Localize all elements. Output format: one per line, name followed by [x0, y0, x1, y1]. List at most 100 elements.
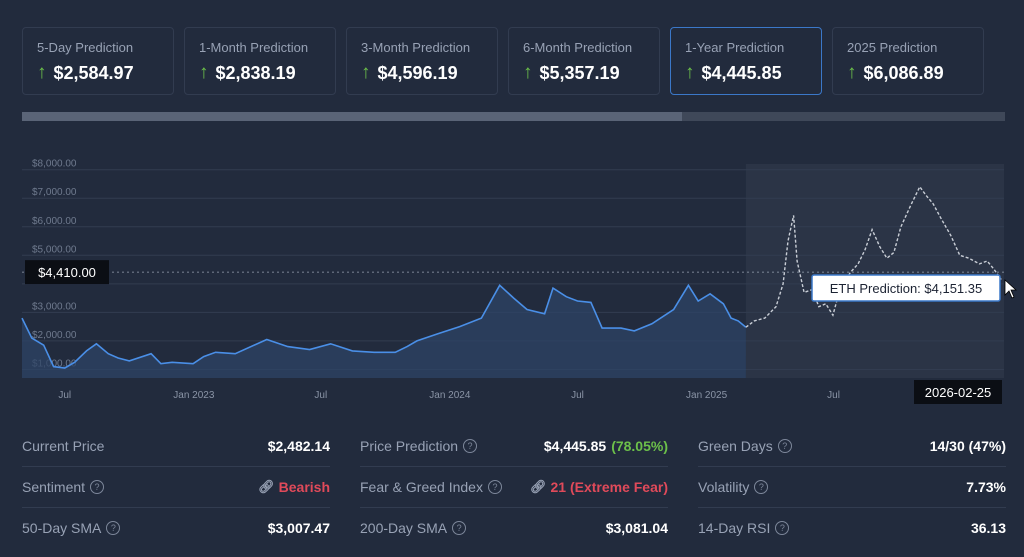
help-icon[interactable]: ? — [775, 521, 790, 535]
stat-current-price: Current Price $2,482.14 — [22, 426, 330, 467]
x-tick-label: Jul — [58, 390, 71, 401]
stat-label: 14-Day RSI? — [698, 520, 790, 536]
stat-label: Sentiment? — [22, 479, 105, 495]
arrow-up-icon: ↑ — [37, 62, 47, 83]
stat-value-group: $4,445.85 (78.05%) — [544, 438, 668, 454]
prediction-card-1-month[interactable]: 1-Month Prediction ↑ $2,838.19 — [184, 27, 336, 95]
card-value: $6,086.89 — [863, 62, 944, 83]
card-label: 1-Month Prediction — [199, 40, 309, 55]
crosshair-price-label: $4,410.00 — [38, 265, 96, 280]
sentiment-link[interactable]: 🔗︎ Bearish — [258, 479, 330, 495]
tooltip-text: ETH Prediction: $4,151.35 — [830, 281, 982, 296]
stat-label: Current Price — [22, 438, 104, 454]
help-icon[interactable]: ? — [452, 521, 467, 535]
prediction-series-line — [745, 185, 1002, 328]
x-tick-label: Jan 2023 — [173, 390, 215, 401]
tooltip-box — [811, 274, 1001, 302]
help-icon[interactable]: ? — [487, 480, 502, 494]
x-tick-label: Jul — [314, 390, 327, 401]
card-label: 2025 Prediction — [847, 40, 938, 55]
x-tick-label: Jan 2025 — [686, 390, 728, 401]
stat-value: $3,081.04 — [605, 520, 668, 536]
stat-volatility: Volatility? 7.73% — [698, 467, 1006, 508]
stat-label: 200-Day SMA? — [360, 520, 467, 536]
stat-label-text: Volatility — [698, 479, 750, 495]
stat-value: 21 (Extreme Fear) — [550, 479, 668, 495]
stat-label: Fear & Greed Index? — [360, 479, 502, 495]
scrollbar-thumb[interactable] — [22, 112, 682, 121]
prediction-card-5-day[interactable]: 5-Day Prediction ↑ $2,584.97 — [22, 27, 174, 95]
card-value: $2,838.19 — [215, 62, 296, 83]
y-tick-label: $3,000.00 — [32, 301, 77, 312]
prediction-card-2025[interactable]: 2025 Prediction ↑ $6,086.89 — [832, 27, 984, 95]
prediction-card-1-year[interactable]: 1-Year Prediction ↑ $4,445.85 — [670, 27, 822, 95]
stat-label-text: 50-Day SMA — [22, 520, 102, 536]
stat-value: 14/30 (47%) — [929, 438, 1006, 454]
help-icon[interactable]: ? — [754, 480, 769, 494]
crosshair-price-box — [25, 260, 109, 285]
stat-value: Bearish — [278, 479, 330, 495]
y-tick-label: $7,000.00 — [32, 187, 77, 198]
card-label: 3-Month Prediction — [361, 40, 471, 55]
historical-series-line — [21, 283, 747, 369]
stat-green-days: Green Days? 14/30 (47%) — [698, 426, 1006, 467]
prediction-card-3-month[interactable]: 3-Month Prediction ↑ $4,596.19 — [346, 27, 498, 95]
help-icon[interactable]: ? — [90, 480, 105, 494]
link-icon: 🔗︎ — [258, 479, 275, 494]
help-icon[interactable]: ? — [106, 521, 121, 535]
stat-value: 7.73% — [966, 479, 1006, 495]
stat-value: $4,445.85 — [543, 438, 607, 454]
card-label: 6-Month Prediction — [523, 40, 633, 55]
arrow-up-icon: ↑ — [685, 62, 695, 83]
horizontal-scrollbar[interactable] — [22, 112, 1005, 121]
stats-panel: Current Price $2,482.14 Sentiment? 🔗︎ Bea… — [22, 426, 1006, 548]
card-value-row: ↑ $5,357.19 — [523, 62, 659, 84]
card-value-row: ↑ $2,584.97 — [37, 62, 173, 84]
help-icon[interactable]: ? — [777, 439, 792, 453]
stat-label-text: 14-Day RSI — [698, 520, 771, 536]
stat-14-day-rsi: 14-Day RSI? 36.13 — [698, 508, 1006, 548]
historical-area — [22, 285, 746, 378]
stat-value: 36.13 — [970, 520, 1006, 536]
stat-value: $2,482.14 — [267, 438, 330, 454]
stat-label-text: Green Days — [698, 438, 773, 454]
card-value: $4,596.19 — [377, 62, 458, 83]
prediction-card-6-month[interactable]: 6-Month Prediction ↑ $5,357.19 — [508, 27, 660, 95]
stat-change: (78.05%) — [611, 438, 668, 454]
help-icon[interactable]: ? — [463, 439, 478, 453]
cursor-icon — [1004, 279, 1018, 299]
arrow-up-icon: ↑ — [847, 62, 857, 83]
stat-label-text: Price Prediction — [360, 438, 459, 454]
stats-column-2: Price Prediction? $4,445.85 (78.05%) Fear… — [360, 426, 668, 548]
x-tick-label: Jan 2024 — [429, 390, 471, 401]
stat-label: 50-Day SMA? — [22, 520, 121, 536]
card-value-row: ↑ $2,838.19 — [199, 62, 335, 84]
y-tick-label: $2,000.00 — [32, 330, 77, 341]
card-value-row: ↑ $4,596.19 — [361, 62, 497, 84]
stat-label-text: Current Price — [22, 438, 105, 454]
crosshair-date-box — [914, 380, 1002, 404]
stat-label-text: Sentiment — [22, 479, 86, 495]
card-value-row: ↑ $6,086.89 — [847, 62, 983, 84]
stat-200-day-sma: 200-Day SMA? $3,081.04 — [360, 508, 668, 548]
stat-label: Green Days? — [698, 438, 792, 454]
stat-50-day-sma: 50-Day SMA? $3,007.47 — [22, 508, 330, 548]
x-tick-label: Jul — [571, 390, 584, 401]
stats-column-3: Green Days? 14/30 (47%) Volatility? 7.73… — [698, 426, 1006, 548]
y-tick-label: $5,000.00 — [32, 244, 77, 255]
arrow-up-icon: ↑ — [361, 62, 371, 83]
y-tick-label: $1,000.00 — [32, 358, 77, 369]
arrow-up-icon: ↑ — [199, 62, 209, 83]
stat-fear-greed-index: Fear & Greed Index? 🔗︎ 21 (Extreme Fear) — [360, 467, 668, 508]
price-chart[interactable]: $1,000.00$2,000.00$3,000.00$4,000.00$5,0… — [0, 150, 1024, 412]
stat-label: Price Prediction? — [360, 438, 478, 454]
stat-label-text: 200-Day SMA — [360, 520, 448, 536]
fear-greed-link[interactable]: 🔗︎ 21 (Extreme Fear) — [530, 479, 668, 495]
link-icon: 🔗︎ — [529, 479, 547, 494]
prediction-cards: 5-Day Prediction ↑ $2,584.97 1-Month Pre… — [22, 27, 984, 95]
card-label: 1-Year Prediction — [685, 40, 785, 55]
x-tick-label: Jul — [827, 390, 840, 401]
card-value: $5,357.19 — [539, 62, 620, 83]
card-value: $4,445.85 — [701, 62, 782, 83]
stats-column-1: Current Price $2,482.14 Sentiment? 🔗︎ Bea… — [22, 426, 330, 548]
